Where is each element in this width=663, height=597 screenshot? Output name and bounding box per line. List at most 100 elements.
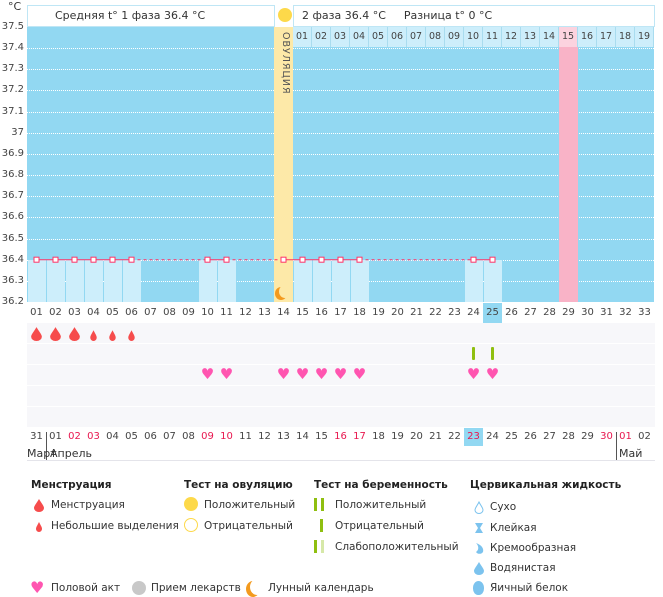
- month-separator: [46, 432, 47, 460]
- temperature-point[interactable]: [318, 256, 325, 263]
- y-unit: °C: [8, 0, 22, 13]
- temperature-point[interactable]: [489, 256, 496, 263]
- ovulation-label: ОВУЛЯЦИЯ: [280, 32, 291, 95]
- month-label: Март: [27, 447, 57, 460]
- calendar-date: 10: [220, 431, 233, 442]
- pregnancy-test-negative-icon: [491, 347, 494, 360]
- calendar-date: 06: [144, 431, 157, 442]
- temperature-point[interactable]: [280, 256, 287, 263]
- post-ovulation-day: 17: [597, 27, 616, 47]
- temperature-point[interactable]: [299, 256, 306, 263]
- intercourse-heart-icon: ♥: [295, 365, 310, 383]
- cycle-day-label: 24: [467, 307, 480, 318]
- cycle-day-label: 18: [353, 307, 366, 318]
- intercourse-heart-icon: ♥: [314, 365, 329, 383]
- menstruation-drop-icon: [69, 327, 80, 341]
- y-tick-label: 37: [11, 126, 24, 138]
- temperature-point[interactable]: [52, 256, 59, 263]
- gridline: [27, 132, 654, 134]
- legend-ovulation-negative: Отрицательный: [204, 520, 293, 532]
- measured-day-column: [65, 259, 84, 302]
- cycle-day-label: 02: [49, 307, 62, 318]
- y-tick-label: 36.9: [1, 147, 24, 159]
- measured-day-column: [217, 259, 236, 302]
- legend-egg-white: Яичный белок: [490, 582, 569, 594]
- cycle-day-label: 21: [410, 307, 423, 318]
- cycle-day-label: 15: [296, 307, 309, 318]
- cycle-day-label: 20: [391, 307, 404, 318]
- intercourse-heart-icon: ♥: [219, 365, 234, 383]
- temperature-point[interactable]: [470, 256, 477, 263]
- calendar-date: 02: [68, 431, 81, 442]
- y-tick-label: 37.2: [1, 84, 24, 96]
- post-ovulation-day: 16: [578, 27, 597, 47]
- intercourse-heart-icon: ♥: [466, 365, 481, 383]
- y-tick-label: 37.4: [1, 42, 24, 54]
- symbol-row: [27, 365, 655, 385]
- temperature-point[interactable]: [33, 256, 40, 263]
- pregnancy-positive-icon: [314, 498, 324, 511]
- calendar-date: 20: [410, 431, 423, 442]
- gridline: [27, 48, 654, 50]
- calendar-date: 08: [182, 431, 195, 442]
- pregnancy-weak-icon: [314, 540, 324, 553]
- temperature-point[interactable]: [337, 256, 344, 263]
- cycle-day-label: 04: [87, 307, 100, 318]
- measured-day-column: [464, 259, 483, 302]
- post-ovulation-day: 13: [521, 27, 540, 47]
- cycle-day-label: 09: [182, 307, 195, 318]
- temperature-point[interactable]: [223, 256, 230, 263]
- legend-cervical-title: Цервикальная жидкость: [470, 479, 622, 491]
- temperature-point[interactable]: [109, 256, 116, 263]
- calendar-date: 05: [125, 431, 138, 442]
- menstruation-drop-icon: [34, 499, 44, 512]
- calendar-date: 19: [391, 431, 404, 442]
- temperature-point[interactable]: [204, 256, 211, 263]
- calendar-date: 21: [429, 431, 442, 442]
- temperature-point[interactable]: [90, 256, 97, 263]
- dry-icon: [474, 500, 484, 514]
- calendar-date: 25: [505, 431, 518, 442]
- gridline: [27, 175, 654, 177]
- medication-pill-icon: [132, 581, 146, 595]
- legend-watery: Водянистая: [490, 562, 556, 574]
- spotting-drop-icon: [109, 330, 116, 341]
- creamy-icon: [476, 543, 484, 554]
- calendar-date: 01: [619, 431, 632, 442]
- symbol-row: [27, 323, 655, 343]
- ovulation-sun-icon: [278, 8, 292, 22]
- calendar-date: 15: [315, 431, 328, 442]
- watery-icon: [474, 562, 484, 575]
- calendar-date: 09: [201, 431, 214, 442]
- calendar-date: 26: [524, 431, 537, 442]
- legend-ovulation-positive: Положительный: [204, 499, 296, 511]
- y-tick-label: 36.7: [1, 190, 24, 202]
- post-ovulation-day: 15: [559, 27, 578, 47]
- temperature-point[interactable]: [71, 256, 78, 263]
- legend-creamy: Кремообразная: [490, 542, 577, 554]
- phase1-text: Средняя t° 1 фаза 36.4 °C: [55, 9, 206, 22]
- gridline: [27, 90, 654, 92]
- measured-day-column: [84, 259, 103, 302]
- temperature-chart: 37.5 37.4 37.3 37.2 37.1 37 36.9 36.8 36.7 36.6 36…: [1, 21, 655, 461]
- y-tick-label: 37.1: [1, 105, 24, 117]
- cycle-day-label: 19: [372, 307, 385, 318]
- post-ovulation-day: 08: [426, 27, 445, 47]
- calendar-date: 28: [562, 431, 575, 442]
- measured-day-column: [27, 259, 46, 302]
- temperature-point[interactable]: [128, 256, 135, 263]
- y-tick-label: 36.5: [1, 232, 24, 244]
- legend-pregnancy-negative: Отрицательный: [335, 520, 424, 532]
- cycle-day-label: 25: [483, 303, 502, 323]
- cycle-day-label: 26: [505, 307, 518, 318]
- cycle-day-label: 03: [68, 307, 81, 318]
- calendar-date: 27: [543, 431, 556, 442]
- calendar-date: 23: [464, 428, 483, 446]
- calendar-date: 13: [277, 431, 290, 442]
- calendar-date: 02: [638, 431, 651, 442]
- cycle-day-label: 17: [334, 307, 347, 318]
- temperature-point[interactable]: [356, 256, 363, 263]
- legend-menstruation: Менструация: [51, 499, 125, 511]
- gridline: [27, 196, 654, 198]
- symbol-row: [27, 407, 655, 427]
